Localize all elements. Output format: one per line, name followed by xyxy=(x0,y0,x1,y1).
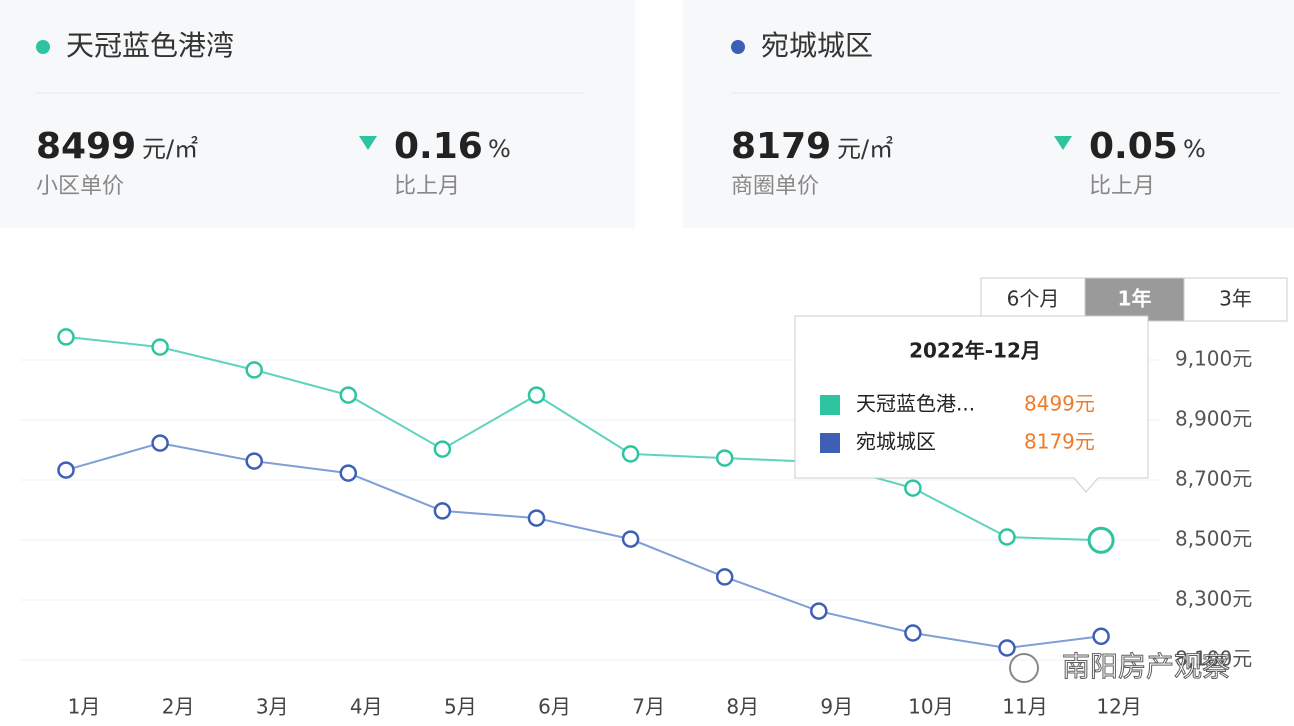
change-unit: % xyxy=(1183,135,1206,163)
point xyxy=(527,509,546,527)
point xyxy=(715,568,734,586)
price-unit: 元/㎡ xyxy=(142,135,198,163)
range-button-label[interactable]: 6个月 xyxy=(1007,287,1060,311)
point xyxy=(151,338,169,356)
point xyxy=(151,434,169,452)
watermark: 南阳房产观察 xyxy=(1062,650,1230,683)
point xyxy=(527,386,546,404)
price-label: 小区单价 xyxy=(36,174,124,199)
y-tick-label: 8,300元 xyxy=(1175,587,1252,611)
down-arrow xyxy=(359,136,377,150)
tooltip-swatch xyxy=(820,433,840,453)
point xyxy=(621,530,640,548)
point xyxy=(621,445,640,463)
range-button[interactable] xyxy=(980,277,1086,322)
tooltip-name: 宛城城区 xyxy=(856,430,936,454)
point xyxy=(998,639,1016,657)
point xyxy=(57,461,75,479)
range-button-label[interactable]: 1年 xyxy=(1118,287,1152,311)
change: 0.16 xyxy=(394,126,483,167)
card-bg xyxy=(683,0,1294,228)
point xyxy=(715,449,734,467)
card-bg xyxy=(0,0,635,228)
point xyxy=(433,502,452,520)
y-tick-label: 8,900元 xyxy=(1175,407,1252,431)
point xyxy=(1092,627,1110,646)
tooltip-box xyxy=(794,315,1149,493)
x-tick-label: 7月 xyxy=(632,695,665,719)
legend-dot xyxy=(36,40,50,54)
x-tick-label: 6月 xyxy=(538,695,571,719)
legend-dot xyxy=(731,40,745,54)
range-button[interactable] xyxy=(1183,277,1288,322)
price: 8499 xyxy=(36,126,136,167)
x-tick-label: 12月 xyxy=(1096,695,1141,719)
y-tick-label: 9,100元 xyxy=(1175,347,1252,371)
y-tick-label: 8,100元 xyxy=(1175,647,1252,671)
tooltip-name: 天冠蓝色港... xyxy=(856,392,975,416)
point xyxy=(339,464,358,482)
down-arrow xyxy=(1054,136,1072,150)
series-line xyxy=(65,442,1102,650)
tooltip-title: 2022年-12月 xyxy=(909,339,1041,363)
x-tick-label: 1月 xyxy=(68,695,101,719)
tooltip-value: 8499元 xyxy=(1024,392,1095,416)
price-unit: 元/㎡ xyxy=(837,135,893,163)
point xyxy=(433,440,452,458)
range-button-label[interactable]: 3年 xyxy=(1219,287,1252,311)
point xyxy=(57,328,75,346)
point xyxy=(1087,526,1115,554)
watermark-icon xyxy=(1009,653,1039,683)
point xyxy=(810,602,828,620)
point xyxy=(904,479,922,497)
point xyxy=(245,452,263,470)
series-line xyxy=(65,335,1102,542)
card-title: 天冠蓝色港湾 xyxy=(66,29,234,62)
x-tick-label: 10月 xyxy=(908,695,953,719)
y-tick-label: 8,700元 xyxy=(1175,467,1252,491)
price-label: 商圈单价 xyxy=(731,174,819,199)
x-tick-label: 3月 xyxy=(256,695,289,719)
range-button[interactable] xyxy=(1084,277,1185,322)
x-tick-label: 11月 xyxy=(1002,695,1047,719)
x-tick-label: 4月 xyxy=(350,695,383,719)
point xyxy=(904,624,922,642)
x-tick-label: 5月 xyxy=(444,695,477,719)
point xyxy=(245,361,263,379)
change-label: 比上月 xyxy=(1089,174,1155,199)
change-label: 比上月 xyxy=(394,174,460,199)
x-tick-label: 2月 xyxy=(162,695,195,719)
card-title: 宛城城区 xyxy=(761,29,873,62)
point xyxy=(339,386,358,404)
change: 0.05 xyxy=(1089,126,1178,167)
point xyxy=(998,528,1016,546)
price: 8179 xyxy=(731,126,831,167)
change-unit: % xyxy=(488,135,511,163)
tooltip-swatch xyxy=(820,395,840,415)
y-tick-label: 8,500元 xyxy=(1175,527,1252,551)
x-tick-label: 9月 xyxy=(820,695,853,719)
tooltip-value: 8179元 xyxy=(1024,430,1095,454)
x-tick-label: 8月 xyxy=(726,695,759,719)
